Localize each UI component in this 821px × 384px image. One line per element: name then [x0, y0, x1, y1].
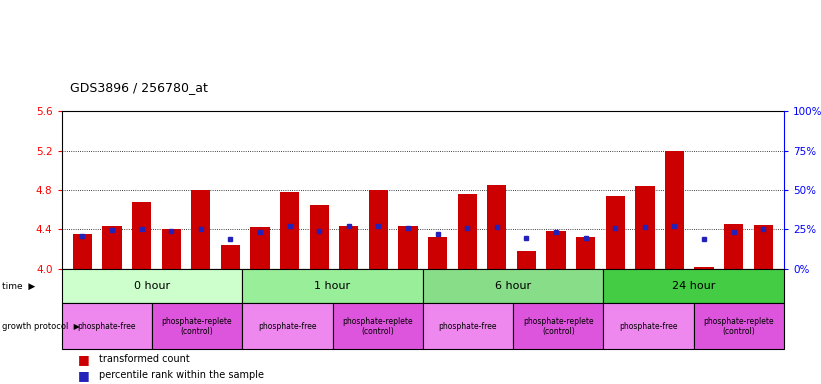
- Text: phosphate-replete
(control): phosphate-replete (control): [704, 317, 774, 336]
- Bar: [242, 303, 333, 349]
- Bar: [423, 269, 603, 303]
- Bar: [398, 227, 418, 269]
- Bar: [428, 237, 447, 269]
- Text: phosphate-replete
(control): phosphate-replete (control): [523, 317, 594, 336]
- Bar: [62, 269, 242, 303]
- Text: phosphate-free: phosphate-free: [438, 322, 498, 331]
- Text: phosphate-free: phosphate-free: [619, 322, 678, 331]
- Text: ■: ■: [78, 353, 89, 366]
- Bar: [162, 229, 181, 269]
- Text: transformed count: transformed count: [99, 354, 190, 364]
- Text: phosphate-replete
(control): phosphate-replete (control): [162, 317, 232, 336]
- Text: time  ▶: time ▶: [2, 281, 34, 291]
- Bar: [103, 225, 122, 269]
- Text: growth protocol  ▶: growth protocol ▶: [2, 322, 80, 331]
- Bar: [339, 227, 359, 269]
- Bar: [369, 190, 388, 269]
- Bar: [603, 303, 694, 349]
- Text: 6 hour: 6 hour: [495, 281, 531, 291]
- Text: 1 hour: 1 hour: [314, 281, 351, 291]
- Text: phosphate-free: phosphate-free: [77, 322, 136, 331]
- Bar: [191, 190, 210, 269]
- Text: 0 hour: 0 hour: [134, 281, 170, 291]
- Bar: [695, 267, 713, 269]
- Bar: [724, 223, 743, 269]
- Bar: [242, 269, 423, 303]
- Text: GDS3896 / 256780_at: GDS3896 / 256780_at: [70, 81, 208, 94]
- Bar: [221, 245, 240, 269]
- Bar: [517, 251, 536, 269]
- Bar: [73, 234, 92, 269]
- Bar: [62, 303, 152, 349]
- Bar: [152, 303, 242, 349]
- Text: phosphate-replete
(control): phosphate-replete (control): [342, 317, 413, 336]
- Bar: [754, 225, 773, 269]
- Bar: [665, 151, 684, 269]
- Text: 24 hour: 24 hour: [672, 281, 715, 291]
- Bar: [635, 186, 654, 269]
- Bar: [513, 303, 603, 349]
- Bar: [694, 303, 784, 349]
- Bar: [457, 194, 477, 269]
- Bar: [333, 303, 423, 349]
- Bar: [132, 202, 151, 269]
- Text: phosphate-free: phosphate-free: [258, 322, 317, 331]
- Bar: [423, 303, 513, 349]
- Text: percentile rank within the sample: percentile rank within the sample: [99, 370, 264, 381]
- Text: ■: ■: [78, 369, 89, 382]
- Bar: [606, 196, 625, 269]
- Bar: [487, 185, 507, 269]
- Bar: [576, 237, 595, 269]
- Bar: [310, 205, 328, 269]
- Bar: [603, 269, 784, 303]
- Bar: [280, 192, 299, 269]
- Bar: [250, 227, 269, 269]
- Bar: [547, 232, 566, 269]
